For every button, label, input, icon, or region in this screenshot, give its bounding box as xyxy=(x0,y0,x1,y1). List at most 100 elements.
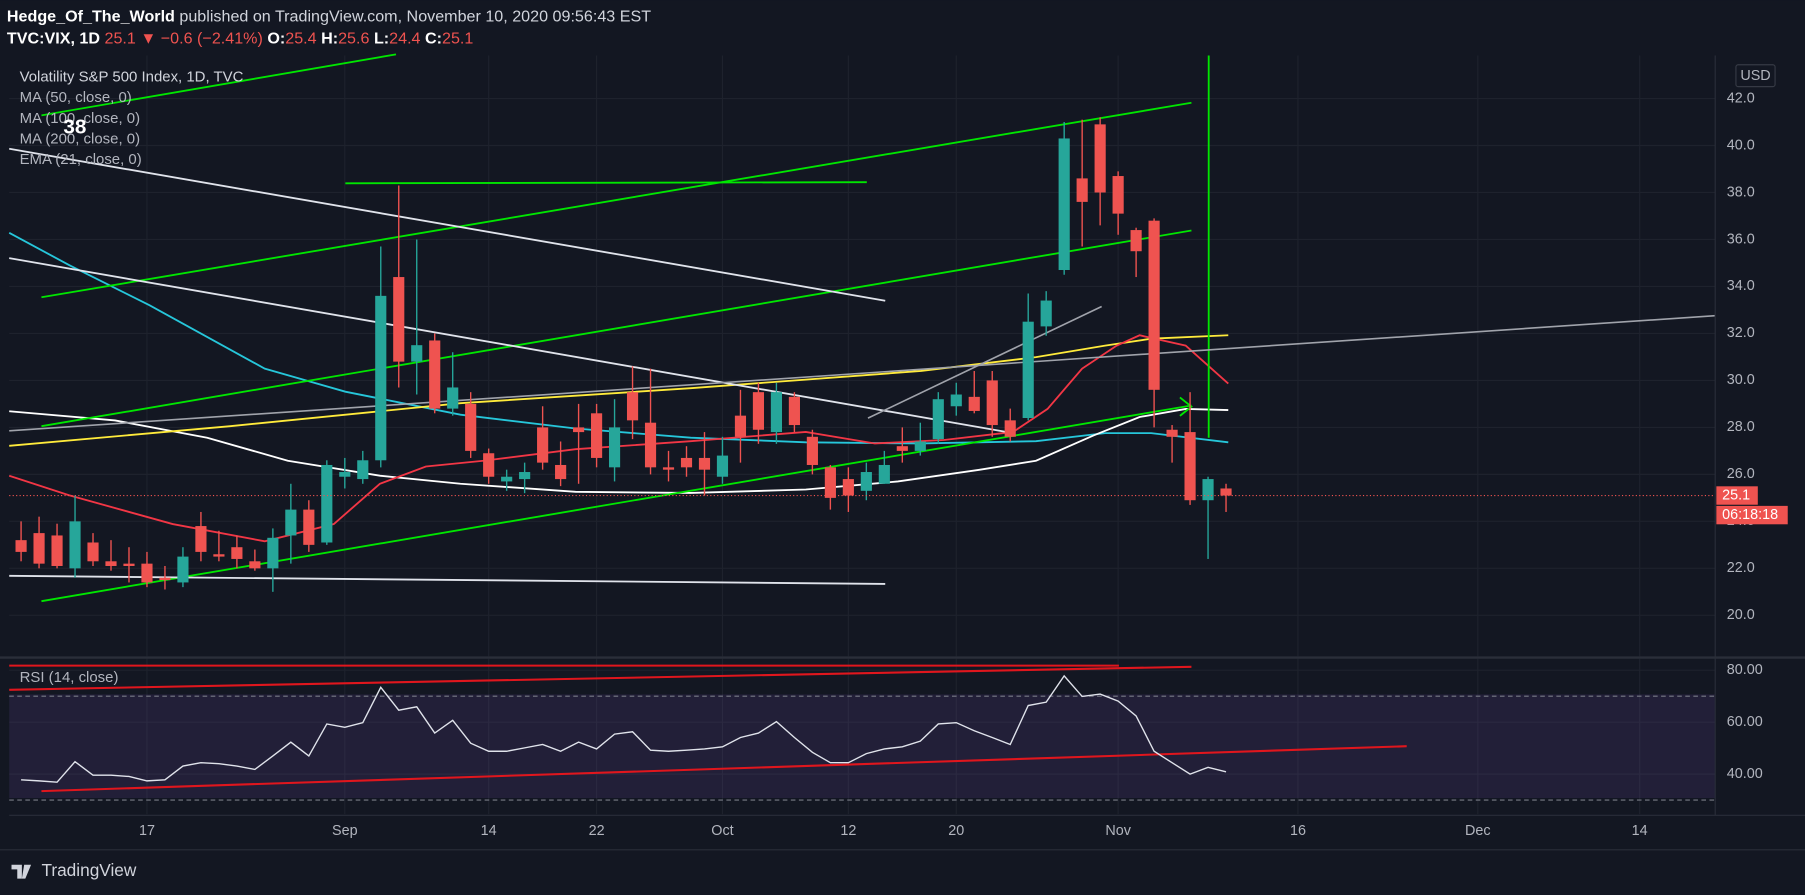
rsi-tick-label: 40.00 xyxy=(1727,766,1763,782)
candle-body xyxy=(15,540,27,552)
candle-body xyxy=(429,340,441,409)
candle-body xyxy=(285,509,297,536)
arrow xyxy=(1179,396,1193,417)
candle-body xyxy=(51,535,63,566)
trend-line xyxy=(41,101,1192,299)
x-tick-label: Dec xyxy=(1465,823,1491,839)
candle-body xyxy=(788,396,800,426)
candle-body xyxy=(1202,479,1214,501)
trend-line xyxy=(9,574,886,585)
x-tick-label: 12 xyxy=(840,823,856,839)
y-tick-label: 32.0 xyxy=(1727,325,1755,341)
candle-body xyxy=(123,563,135,566)
y-tick-label: 34.0 xyxy=(1727,278,1755,294)
candle-body xyxy=(375,295,387,461)
candle-body xyxy=(662,467,675,470)
candle-body xyxy=(105,561,117,566)
x-tick-label: 14 xyxy=(1632,823,1648,839)
trend-line xyxy=(867,305,1102,419)
candle-body xyxy=(555,464,567,480)
candle-body xyxy=(483,453,495,477)
header-line: Hedge_Of_The_World published on TradingV… xyxy=(7,8,651,26)
candle-body xyxy=(1166,429,1178,437)
candle-body xyxy=(680,457,693,468)
ma-100-line xyxy=(9,408,1229,494)
candle-body xyxy=(537,427,549,463)
x-tick-label: 20 xyxy=(948,823,964,839)
y-tick-label: 38.0 xyxy=(1727,184,1755,200)
y-tick-label: 28.0 xyxy=(1727,419,1755,435)
x-tick-label: 16 xyxy=(1290,823,1306,839)
brand: TradingView xyxy=(41,860,136,880)
y-tick-label: 40.0 xyxy=(1727,137,1755,153)
o-label: O: xyxy=(267,30,285,48)
candle-body xyxy=(1022,321,1034,418)
candle-body xyxy=(1184,432,1196,501)
candle-body xyxy=(1076,178,1088,202)
legend-entry: MA (50, close, 0) xyxy=(20,89,132,106)
candle-body xyxy=(69,521,81,569)
candle-body xyxy=(1112,176,1124,214)
candle-body xyxy=(1094,124,1106,193)
candle-body xyxy=(1058,138,1070,271)
currency: USD xyxy=(1740,68,1770,84)
legend-entry: MA (100, close, 0) xyxy=(20,110,141,127)
trend-line xyxy=(9,147,886,302)
candle-body xyxy=(1130,230,1142,252)
rsi-tick-label: 60.00 xyxy=(1727,714,1763,730)
candle-body xyxy=(1040,300,1052,327)
chart-title: Volatility S&P 500 Index, 1D, TVC xyxy=(20,68,244,85)
candle-body xyxy=(321,464,333,543)
candle-body xyxy=(267,537,279,569)
l: 24.4 xyxy=(389,30,420,48)
x-tick-label: 22 xyxy=(589,823,605,839)
rsi-trend-line xyxy=(9,665,1192,691)
x-tick-label: Oct xyxy=(711,823,733,839)
candle-body xyxy=(141,563,153,583)
h: 25.6 xyxy=(338,30,369,48)
candle-body xyxy=(411,345,423,362)
rsi-line xyxy=(21,674,1227,783)
y-tick-label: 42.0 xyxy=(1727,90,1755,106)
candle-body xyxy=(806,436,818,465)
y-tick-label: 20.0 xyxy=(1727,607,1755,623)
rsi-title: RSI (14, close) xyxy=(20,669,119,686)
grid xyxy=(9,55,1716,815)
candles xyxy=(15,117,1232,592)
l-label: L: xyxy=(374,30,389,48)
candle-body xyxy=(591,413,603,458)
candle-body xyxy=(968,396,980,411)
candle-body xyxy=(950,394,962,407)
trend-line xyxy=(41,404,1192,603)
countdown-box xyxy=(1716,505,1788,525)
rsi-band-fill xyxy=(9,694,1716,799)
candle-body xyxy=(1220,488,1232,496)
candle-body xyxy=(644,422,657,468)
candle-body xyxy=(447,387,459,409)
candle-body xyxy=(231,547,243,559)
candle-body xyxy=(734,415,747,437)
candle-body xyxy=(716,455,729,477)
y-tick-label: 30.0 xyxy=(1727,372,1755,388)
candle-body xyxy=(177,556,189,583)
trend-line xyxy=(41,229,1192,428)
x-tick-label: 17 xyxy=(139,823,155,839)
candle-body xyxy=(357,460,369,480)
o: 25.4 xyxy=(285,30,316,48)
trend-line xyxy=(345,181,867,185)
y-tick-label: 22.0 xyxy=(1727,560,1755,576)
candle-body xyxy=(249,561,261,569)
axes: 17Sep1422Oct1220Nov16Dec1420.022.024.026… xyxy=(9,90,1788,839)
candle-body xyxy=(626,392,639,421)
currency-box[interactable] xyxy=(1735,64,1776,88)
candle-body xyxy=(339,472,351,477)
candle-body xyxy=(1004,420,1016,437)
trend-line xyxy=(9,257,1014,435)
symbol: TVC:VIX, 1D xyxy=(7,30,100,48)
legend-entry: EMA (21, close, 0) xyxy=(20,151,142,168)
h-label: H: xyxy=(321,30,338,48)
candle-body xyxy=(465,403,477,451)
candle-body xyxy=(213,554,225,557)
candle-body xyxy=(33,533,45,564)
